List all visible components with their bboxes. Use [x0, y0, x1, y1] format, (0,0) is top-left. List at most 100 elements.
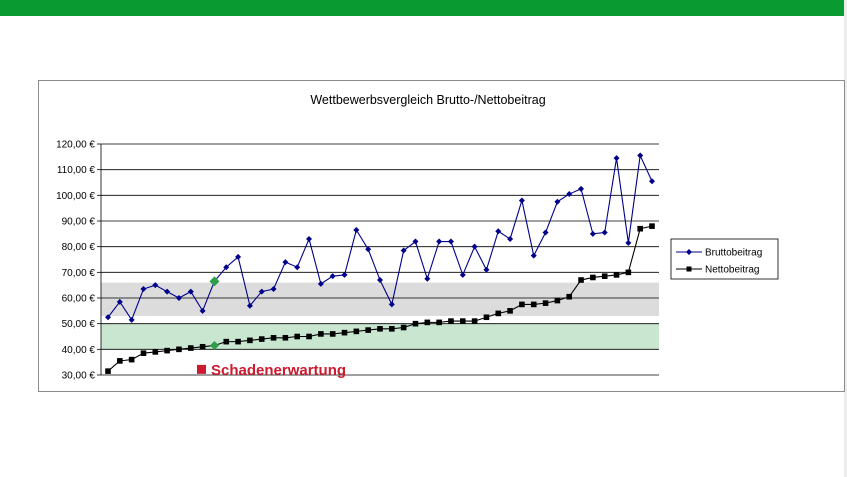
netto-point	[424, 319, 431, 326]
annotation-label: Schadenerwartung	[211, 362, 346, 379]
netto-point	[554, 297, 561, 304]
y-tick-label: 110,00 €	[57, 165, 96, 176]
brutto-point	[128, 316, 135, 323]
brutto-point	[199, 307, 206, 314]
netto-point	[590, 274, 596, 281]
netto-point	[223, 338, 230, 345]
brutto-point	[542, 229, 549, 236]
netto-point	[209, 340, 219, 350]
y-tick-label: 120,00 €	[56, 140, 95, 151]
y-tick-label: 100,00 €	[56, 191, 95, 202]
brutto-point	[258, 288, 265, 295]
netto-point	[625, 269, 632, 276]
brutto-point	[436, 238, 443, 245]
brutto-point	[601, 229, 608, 236]
netto-point	[117, 358, 123, 364]
netto-point	[613, 272, 620, 278]
chart-title: Wettbewerbsvergleich Brutto-/Nettobeitra…	[310, 93, 545, 107]
brutto-point	[282, 259, 289, 266]
netto-point	[105, 368, 111, 374]
brutto-point	[105, 314, 111, 321]
legend-label: Bruttobeitrag	[705, 248, 762, 259]
brutto-point	[400, 247, 407, 254]
netto-point	[389, 326, 395, 332]
netto-point	[187, 345, 194, 351]
netto-point	[601, 273, 608, 279]
brutto-point	[495, 228, 502, 235]
netto-point	[128, 356, 135, 363]
brutto-point	[175, 295, 182, 301]
brutto-point	[246, 302, 253, 309]
brutto-point	[317, 280, 324, 287]
brutto-point	[578, 185, 585, 192]
netto-point	[235, 338, 241, 345]
y-tick-label: 70,00 €	[62, 268, 96, 279]
netto-point	[436, 319, 442, 326]
brutto-point	[306, 235, 313, 242]
netto-point	[152, 349, 159, 355]
netto-point	[164, 347, 170, 354]
legend-label: Nettobeitrag	[705, 265, 759, 276]
netto-point	[306, 333, 312, 340]
netto-point	[247, 337, 253, 344]
brutto-point	[164, 288, 171, 295]
legend-marker-square	[686, 266, 692, 272]
brutto-point	[353, 226, 360, 233]
brutto-point	[341, 271, 348, 278]
brutto-point	[566, 191, 573, 198]
netto-point	[176, 346, 182, 353]
netto-point	[377, 326, 383, 332]
netto-point	[341, 329, 348, 336]
netto-point	[353, 328, 360, 335]
brutto-point	[471, 243, 478, 250]
netto-point	[329, 331, 336, 337]
legend-box	[670, 238, 779, 280]
brutto-point	[270, 286, 277, 293]
brutto-point	[140, 286, 147, 293]
annotation-marker	[197, 364, 206, 374]
y-tick-label: 60,00 €	[62, 294, 96, 305]
netto-point	[140, 350, 147, 356]
top-header-bar	[0, 0, 847, 16]
brutto-point	[116, 298, 123, 305]
brutto-point	[530, 252, 537, 259]
netto-point	[258, 336, 265, 342]
netto-point	[448, 318, 454, 324]
brutto-point	[412, 238, 419, 245]
legend-marker-diamond	[686, 249, 692, 255]
netto-point	[637, 225, 643, 232]
netto-point	[459, 318, 466, 324]
brutto-point	[613, 155, 620, 162]
brutto-point	[447, 238, 454, 245]
brutto-point	[187, 288, 194, 295]
brutto-point	[625, 239, 632, 246]
netto-point	[412, 320, 419, 327]
gray-band	[101, 282, 659, 316]
brutto-point	[152, 282, 159, 289]
netto-point	[542, 300, 549, 306]
brutto-point	[589, 230, 596, 237]
netto-point	[649, 223, 655, 229]
brutto-point	[235, 253, 242, 260]
brutto-point	[223, 264, 230, 271]
right-edge-divider	[844, 0, 847, 477]
brutto-point	[388, 301, 395, 308]
netto-point	[483, 314, 490, 321]
netto-point	[282, 334, 289, 341]
y-tick-label: 30,00 €	[62, 371, 96, 382]
brutto-point	[365, 246, 372, 253]
netto-point	[365, 327, 371, 333]
brutto-point	[483, 266, 490, 273]
netto-point	[578, 277, 584, 283]
netto-point	[566, 293, 573, 300]
brutto-point	[637, 152, 644, 159]
netto-point	[519, 301, 525, 308]
brutto-point	[554, 198, 561, 205]
netto-point	[471, 318, 478, 324]
brutto-point	[377, 277, 383, 284]
brutto-point	[649, 178, 655, 185]
brutto-point	[459, 271, 466, 278]
y-tick-label: 90,00 €	[62, 217, 96, 228]
brutto-point	[329, 273, 336, 280]
